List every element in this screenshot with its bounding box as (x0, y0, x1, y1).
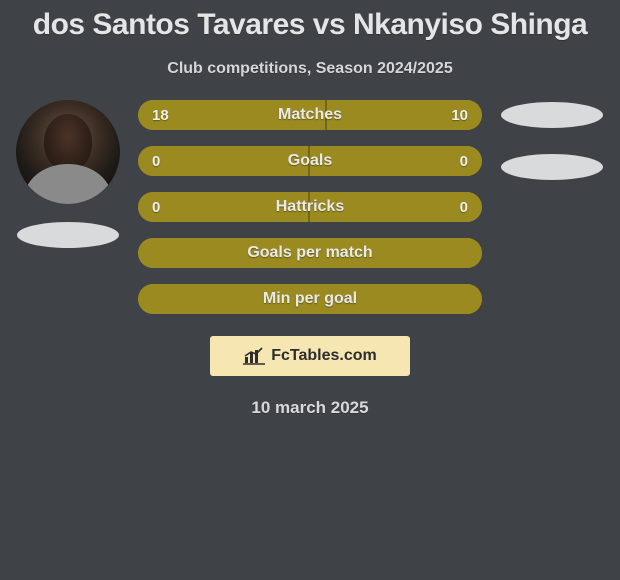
player-right-column (492, 100, 612, 314)
stat-fill-right (310, 192, 482, 222)
stat-fill-left (138, 238, 482, 268)
source-badge: FcTables.com (210, 336, 410, 376)
stat-row: Matches1810 (138, 100, 482, 130)
player-right-flag-2 (501, 154, 603, 180)
comparison-grid: Matches1810Goals00Hattricks00Goals per m… (0, 100, 620, 314)
stat-fill-left (138, 146, 310, 176)
stat-fill-right (310, 146, 482, 176)
stat-value-right: 0 (460, 192, 468, 222)
stat-value-right: 10 (451, 100, 468, 130)
page-title: dos Santos Tavares vs Nkanyiso Shinga (0, 0, 620, 42)
subtitle: Club competitions, Season 2024/2025 (0, 60, 620, 78)
player-left-column (8, 100, 128, 314)
stats-column: Matches1810Goals00Hattricks00Goals per m… (128, 100, 492, 314)
stat-value-right: 0 (460, 146, 468, 176)
stat-value-left: 0 (152, 146, 160, 176)
player-left-flag (17, 222, 119, 248)
stat-value-left: 0 (152, 192, 160, 222)
chart-icon (243, 347, 265, 365)
stat-row: Hattricks00 (138, 192, 482, 222)
player-left-avatar (16, 100, 120, 204)
stat-row: Goals per match (138, 238, 482, 268)
source-badge-text: FcTables.com (271, 347, 377, 365)
stat-fill-left (138, 284, 482, 314)
stat-row: Goals00 (138, 146, 482, 176)
stat-fill-left (138, 192, 310, 222)
stat-value-left: 18 (152, 100, 169, 130)
player-right-flag-1 (501, 102, 603, 128)
stat-row: Min per goal (138, 284, 482, 314)
date-label: 10 march 2025 (0, 398, 620, 418)
